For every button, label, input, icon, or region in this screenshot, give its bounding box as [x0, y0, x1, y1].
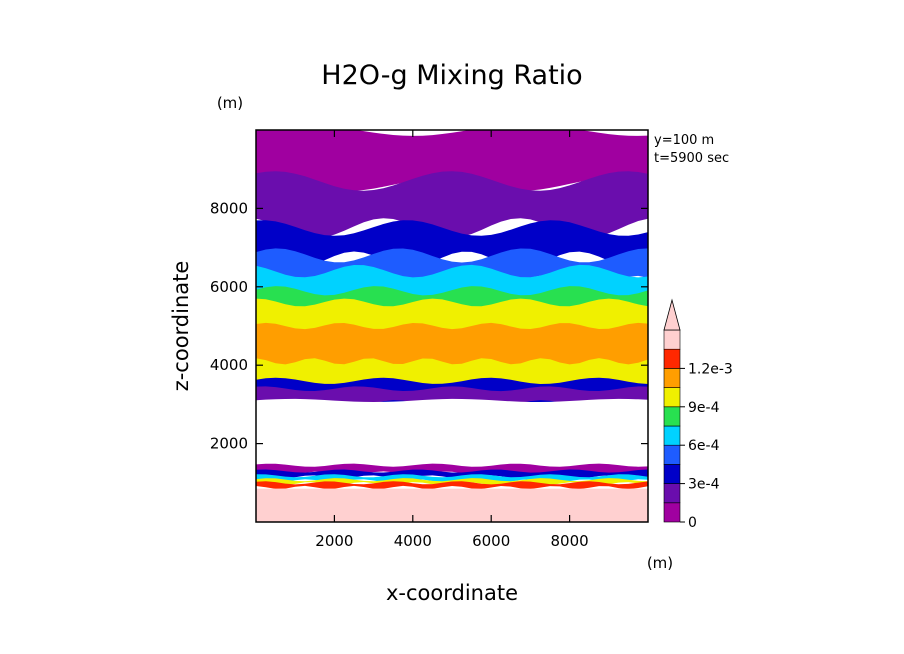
- y-tick-label: 6000: [210, 278, 248, 296]
- plot-frame: [255, 129, 649, 523]
- chart-title: H2O-g Mixing Ratio: [321, 60, 582, 91]
- y-tick-label: 8000: [210, 199, 248, 217]
- colorbar-segment: [663, 368, 681, 388]
- colorbar-label: 9e-4: [688, 400, 720, 416]
- colorbar-segment: [663, 483, 681, 504]
- annotation-y: y=100 m: [654, 133, 714, 148]
- colorbar-segment: [663, 502, 681, 523]
- y-axis: 2000 4000 6000 8000: [210, 199, 648, 453]
- x-unit-label: (m): [647, 554, 673, 572]
- x-tick-label: 8000: [551, 532, 589, 550]
- colorbar-label: 1.2e-3: [688, 361, 733, 377]
- x-tick-label: 2000: [315, 532, 353, 550]
- y-axis-label: z-coordinate: [169, 261, 193, 392]
- y-tick-label: 4000: [210, 356, 248, 374]
- x-axis-label: x-coordinate: [386, 581, 518, 605]
- colorbar-segment: [663, 406, 681, 427]
- colorbar-segment: [663, 329, 681, 350]
- band-cloud-base-violet: [256, 386, 648, 405]
- contour-field: [256, 130, 648, 522]
- colorbar-label: 0: [688, 515, 697, 531]
- colorbar-segment: [663, 425, 681, 446]
- y-unit-label: (m): [217, 94, 243, 112]
- colorbar-label: 3e-4: [688, 477, 720, 493]
- x-tick-label: 4000: [394, 532, 432, 550]
- x-axis: 2000 4000 6000 8000: [315, 130, 589, 550]
- band-top: [256, 130, 648, 191]
- colorbar-segment: [663, 464, 681, 484]
- band-surface: [256, 488, 648, 522]
- colorbar-label: 6e-4: [688, 438, 720, 454]
- y-tick-label: 2000: [210, 435, 248, 453]
- band-dry-gap: [256, 398, 648, 467]
- colorbar-segment: [663, 387, 681, 408]
- band-bl-red: [256, 481, 648, 490]
- colorbar-segment: [663, 444, 681, 465]
- colorbar-arrow: [663, 298, 681, 331]
- annotation-t: t=5900 sec: [654, 151, 729, 166]
- x-tick-label: 6000: [472, 532, 510, 550]
- colorbar: 0 3e-4 6e-4 9e-4 1.2e-3: [663, 298, 733, 531]
- band-upper-violet: [256, 171, 648, 238]
- colorbar-segment: [663, 348, 681, 369]
- band-orange: [256, 322, 648, 365]
